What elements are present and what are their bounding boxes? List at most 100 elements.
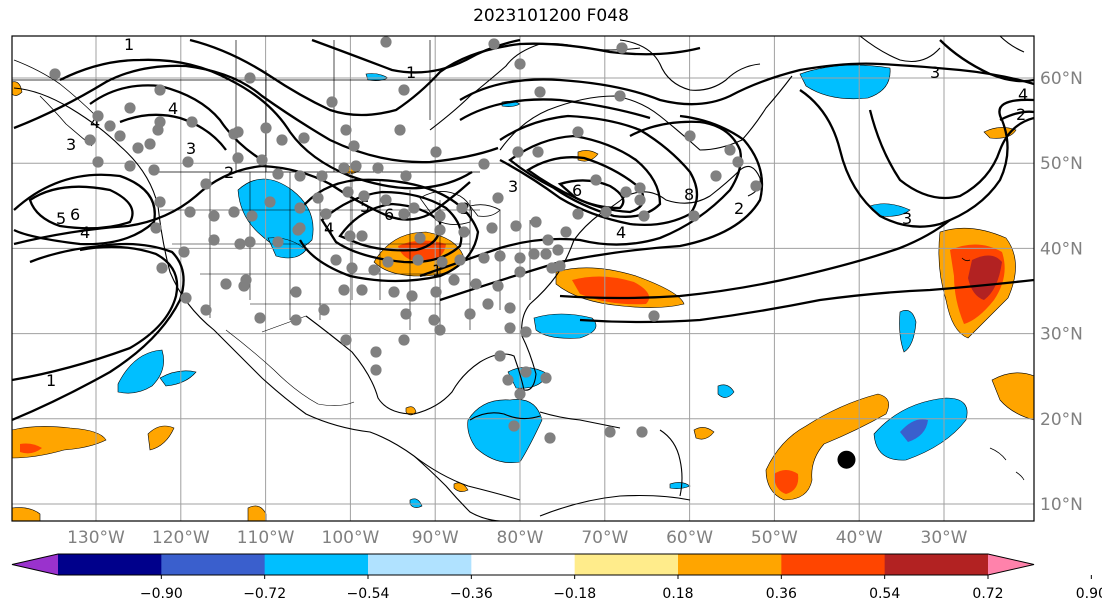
station-dot bbox=[520, 326, 532, 338]
station-dot bbox=[330, 254, 342, 266]
station-dot bbox=[200, 178, 212, 190]
station-dot bbox=[370, 364, 382, 376]
station-dot bbox=[338, 284, 350, 296]
station-dot bbox=[260, 122, 272, 134]
station-dot bbox=[238, 280, 250, 292]
contour-label: 3 bbox=[930, 63, 940, 82]
station-dot bbox=[458, 226, 470, 238]
station-dot bbox=[264, 196, 276, 208]
station-dot bbox=[616, 42, 628, 54]
station-dot bbox=[502, 374, 514, 386]
station-dot bbox=[732, 156, 744, 168]
station-dot bbox=[356, 284, 368, 296]
station-dot bbox=[544, 432, 556, 444]
station-dot bbox=[514, 58, 526, 70]
storm-marker bbox=[837, 450, 856, 469]
longitude-label: 90°W bbox=[412, 528, 459, 548]
station-dot bbox=[394, 124, 406, 136]
station-dot bbox=[398, 208, 410, 220]
contour-label: 6 bbox=[384, 205, 394, 224]
station-dot bbox=[342, 186, 354, 198]
station-dot bbox=[340, 334, 352, 346]
station-dot bbox=[398, 334, 410, 346]
station-dot bbox=[254, 312, 266, 324]
latitude-label: 50°N bbox=[1040, 154, 1083, 174]
station-dot bbox=[604, 426, 616, 438]
station-dot bbox=[436, 256, 448, 268]
station-dot bbox=[244, 236, 256, 248]
contour-label: 6 bbox=[70, 205, 80, 224]
station-dot bbox=[514, 266, 526, 278]
station-dot bbox=[382, 256, 394, 268]
station-dot bbox=[356, 230, 368, 242]
station-dot bbox=[552, 244, 564, 256]
station-dot bbox=[456, 202, 468, 214]
map-frame bbox=[11, 35, 1035, 522]
station-dot bbox=[434, 224, 446, 236]
latitude-label: 10°N bbox=[1040, 495, 1083, 515]
longitude-label: 50°W bbox=[751, 528, 798, 548]
station-dot bbox=[84, 134, 96, 146]
station-dot bbox=[572, 208, 584, 220]
station-dot bbox=[294, 222, 306, 234]
station-dot bbox=[504, 322, 516, 334]
longitude-axis-labels: 130°W 120°W 110°W 100°W 90°W 80°W 70°W 60°W 50°W… bbox=[67, 528, 968, 548]
station-markers bbox=[49, 36, 762, 444]
longitude-label: 120°W bbox=[152, 528, 210, 548]
colorbar-tick-label: −0.90 bbox=[140, 586, 183, 602]
contour-label: 2 bbox=[224, 163, 234, 182]
station-dot bbox=[572, 126, 584, 138]
station-dot bbox=[430, 146, 442, 158]
station-dot bbox=[49, 68, 61, 80]
station-dot bbox=[614, 90, 626, 102]
station-dot bbox=[316, 170, 328, 182]
colorbar-tick-label: −0.36 bbox=[450, 586, 493, 602]
station-dot bbox=[186, 116, 198, 128]
station-dot bbox=[246, 210, 258, 222]
station-dot bbox=[318, 304, 330, 316]
station-dot bbox=[272, 168, 284, 180]
station-dot bbox=[470, 278, 482, 290]
station-dot bbox=[454, 254, 466, 266]
station-dot bbox=[554, 260, 566, 272]
station-dot bbox=[154, 196, 166, 208]
station-dot bbox=[542, 234, 554, 246]
contour-label: 4 bbox=[324, 219, 334, 238]
station-dot bbox=[124, 160, 136, 172]
station-dot bbox=[346, 262, 358, 274]
station-dot bbox=[234, 238, 246, 250]
station-dot bbox=[180, 292, 192, 304]
station-dot bbox=[504, 302, 516, 314]
longitude-label: 130°W bbox=[67, 528, 125, 548]
station-dot bbox=[520, 366, 532, 378]
colorbar-tick-label: −0.54 bbox=[347, 586, 390, 602]
station-dot bbox=[244, 72, 256, 84]
colorbar-segment bbox=[884, 554, 989, 575]
station-dot bbox=[200, 304, 212, 316]
colorbar-segment bbox=[58, 554, 162, 575]
station-dot bbox=[144, 138, 156, 150]
station-dot bbox=[478, 252, 490, 264]
colorbar-segment bbox=[368, 554, 472, 575]
contour-label-group: 1 4 3 2 4 3 5 6 4 5 6 4 2 1 3 6 8 4 2 3 … bbox=[46, 36, 1028, 390]
station-dot bbox=[634, 194, 646, 206]
height-contours bbox=[12, 38, 1034, 422]
colorbar-extend-min bbox=[12, 554, 58, 575]
longitude-label: 30°W bbox=[921, 528, 968, 548]
station-dot bbox=[508, 420, 520, 432]
station-dot bbox=[398, 84, 410, 96]
station-dot bbox=[348, 140, 360, 152]
station-dot bbox=[478, 158, 490, 170]
shaded-fields bbox=[12, 64, 1034, 521]
longitude-label: 80°W bbox=[497, 528, 544, 548]
contour-label: 4 bbox=[90, 113, 100, 132]
station-dot bbox=[684, 130, 696, 142]
longitude-label: 100°W bbox=[322, 528, 380, 548]
station-dot bbox=[494, 350, 506, 362]
station-dot bbox=[184, 206, 196, 218]
station-dot bbox=[448, 274, 460, 286]
contour-label: 8 bbox=[684, 185, 694, 204]
station-dot bbox=[492, 280, 504, 292]
station-dot bbox=[370, 346, 382, 358]
